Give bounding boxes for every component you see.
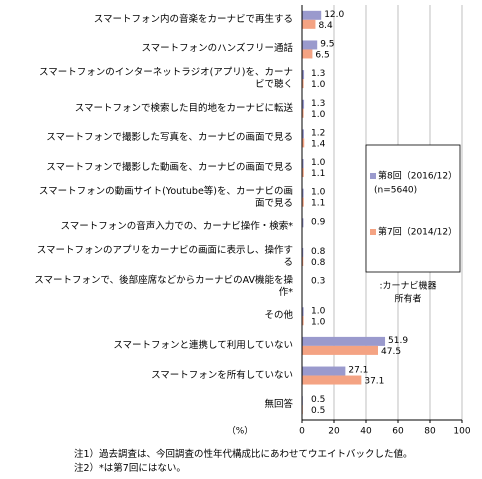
- bar: [302, 345, 378, 355]
- value-label: 51.9: [388, 336, 408, 346]
- bar: [302, 99, 305, 109]
- legend-label: 第7回（2014/12）: [378, 226, 457, 238]
- bar: [302, 10, 322, 20]
- legend-caption: 所有者: [394, 293, 421, 305]
- bar: [302, 197, 304, 207]
- bar: [302, 366, 346, 376]
- x-tick-label: 20: [328, 427, 340, 437]
- x-tick-label: 100: [453, 427, 470, 437]
- value-label: 6.5: [315, 50, 329, 60]
- bar: [302, 316, 304, 326]
- value-label: 0.5: [311, 395, 325, 405]
- category-label: スマートフォンのハンズフリー通話: [141, 43, 293, 55]
- bar: [302, 247, 304, 257]
- bar: [302, 138, 305, 148]
- value-label: 1.3: [311, 99, 325, 109]
- x-axis-label: （%）: [227, 426, 254, 437]
- legend-note: (n=5640): [374, 186, 417, 196]
- value-label: 0.9: [311, 217, 326, 227]
- value-label: 1.0: [311, 306, 326, 316]
- value-label: 0.3: [311, 277, 325, 287]
- value-label: 12.0: [324, 10, 344, 20]
- bar: [302, 70, 305, 80]
- value-label: 1.0: [311, 188, 326, 198]
- value-label: 1.0: [311, 80, 326, 90]
- value-label: 47.5: [381, 347, 401, 357]
- value-label: 1.4: [311, 139, 326, 149]
- value-label: 0.8: [311, 258, 326, 268]
- value-label: 1.1: [311, 169, 325, 179]
- bar: [302, 256, 304, 266]
- value-label: 27.1: [348, 366, 368, 376]
- value-label: 0.5: [311, 406, 325, 416]
- bar: [302, 159, 304, 169]
- value-label: 1.0: [311, 158, 326, 168]
- bar: [302, 108, 304, 118]
- category-label: スマートフォンの音声入力での、カーナビ操作・検索*: [60, 221, 293, 233]
- bar: [302, 375, 362, 385]
- bar: [302, 79, 304, 89]
- note: 注1）過去調査は、今回調査の性年代構成比にあわせてウエイトバックした値。: [74, 449, 413, 460]
- legend-label: 第8回（2016/12）: [378, 170, 457, 182]
- note: 注2）*は第7回にはない。: [74, 463, 186, 474]
- value-label: 8.4: [318, 21, 333, 31]
- bar: [302, 40, 318, 50]
- value-label: 1.3: [311, 69, 325, 79]
- category-label: スマートフォンで撮影した動画を、カーナビの画面で見る: [46, 162, 293, 174]
- legend-caption: :カーナビ機器: [379, 280, 436, 292]
- category-label: スマートフォン内の音楽をカーナビで再生する: [93, 13, 293, 25]
- bar: [302, 49, 313, 59]
- legend-swatch: [370, 229, 376, 235]
- value-label: 37.1: [364, 377, 384, 387]
- category-label: スマートフォンで、後部座席などからカーナビのAV機能を操作*: [34, 274, 293, 298]
- bar: [302, 168, 304, 178]
- category-label: スマートフォンの動画サイト(Youtube等)を、カーナビの画面で見る: [38, 185, 293, 209]
- category-label: スマートフォンで検索した目的地をカーナビに転送: [74, 102, 293, 114]
- bar: [302, 218, 304, 228]
- category-label: その他: [264, 310, 293, 322]
- category-label: スマートフォンと連携して利用していない: [113, 339, 293, 351]
- bar: [302, 336, 386, 346]
- x-tick-label: 60: [392, 427, 404, 437]
- bar: [302, 188, 304, 198]
- legend-box: [365, 144, 461, 273]
- x-tick-label: 0: [299, 427, 305, 437]
- value-label: 1.1: [311, 199, 325, 209]
- x-tick-label: 80: [424, 427, 436, 437]
- category-label: スマートフォンを所有していない: [151, 369, 293, 381]
- bar: [302, 129, 304, 139]
- x-tick-label: 40: [360, 427, 372, 437]
- value-label: 9.5: [320, 39, 334, 49]
- legend-swatch: [370, 173, 376, 179]
- value-label: 1.0: [311, 317, 326, 327]
- value-label: 0.8: [311, 247, 326, 257]
- bar: [302, 19, 316, 29]
- category-label: 無回答: [264, 399, 293, 411]
- value-label: 1.0: [311, 110, 326, 120]
- category-label: スマートフォンのインターネットラジオ(アプリ)を、カーナビで聴く: [39, 67, 293, 91]
- category-label: スマートフォンで撮影した写真を、カーナビの画面で見る: [46, 132, 293, 144]
- value-label: 1.2: [311, 128, 325, 138]
- category-label: スマートフォンのアプリをカーナビの画面に表示し、操作する: [36, 244, 293, 268]
- bar: [302, 307, 304, 317]
